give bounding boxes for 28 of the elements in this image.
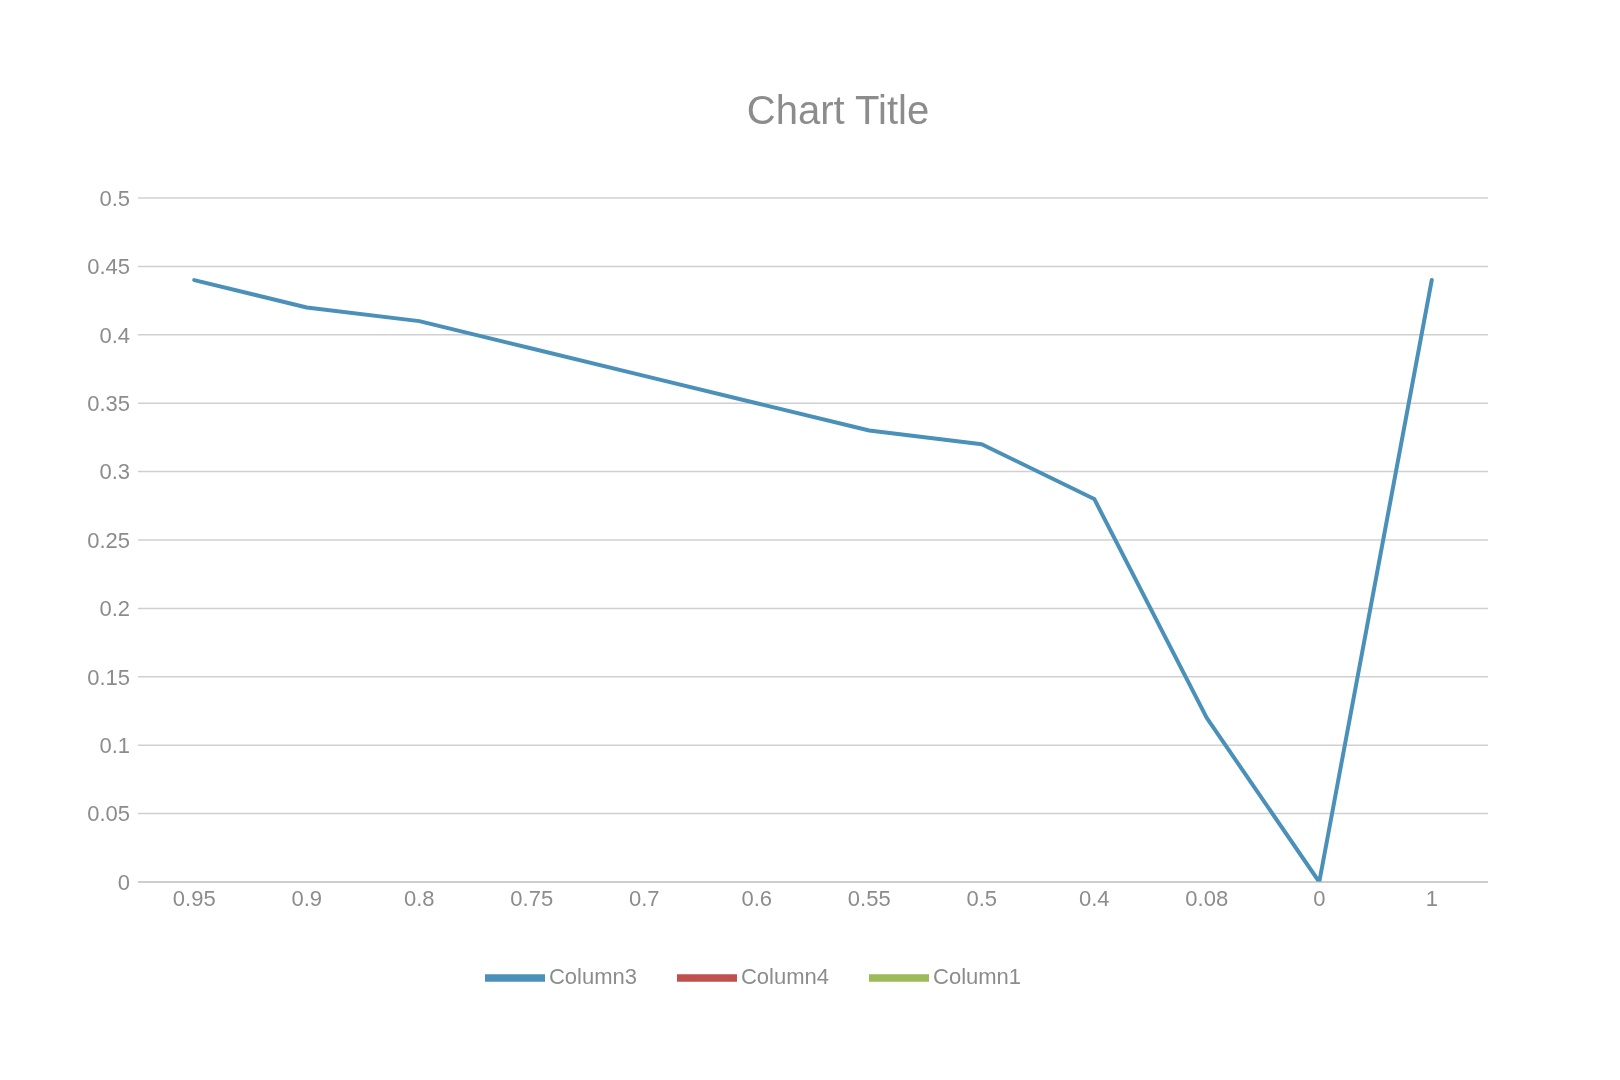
x-tick-label: 0.95 bbox=[172, 885, 216, 911]
x-tick-label: 0.08 bbox=[1185, 885, 1229, 911]
y-tick-label: 0.35 bbox=[87, 391, 130, 417]
chart-title: Chart Title bbox=[745, 87, 931, 134]
x-tick-label: 0.6 bbox=[741, 885, 773, 911]
legend-label: Column3 bbox=[548, 963, 637, 989]
y-tick-label: 0.15 bbox=[87, 664, 130, 690]
legend-label: Column4 bbox=[740, 963, 830, 989]
y-tick-label: 0.3 bbox=[99, 459, 130, 485]
x-tick-label: 0 bbox=[1313, 885, 1326, 911]
y-tick-label: 0.45 bbox=[87, 254, 130, 280]
y-tick-label: 0.05 bbox=[87, 801, 130, 827]
x-tick-label: 0.5 bbox=[966, 885, 998, 911]
y-tick-label: 0 bbox=[117, 869, 130, 895]
line-series bbox=[192, 278, 1434, 882]
y-tick-label: 0.25 bbox=[87, 527, 130, 553]
x-tick-label: 1 bbox=[1425, 885, 1438, 911]
legend-label: Column1 bbox=[933, 963, 1022, 989]
x-tick-label: 0.55 bbox=[847, 885, 891, 911]
y-tick-label: 0.4 bbox=[99, 322, 130, 348]
y-tick-label: 0.1 bbox=[99, 733, 130, 759]
y-tick-label: 0.5 bbox=[99, 185, 130, 211]
x-tick-label: 0.4 bbox=[1078, 885, 1110, 911]
x-tick-label: 0.8 bbox=[403, 885, 435, 911]
x-tick-label: 0.75 bbox=[510, 885, 554, 911]
x-tick-label: 0.9 bbox=[291, 885, 323, 911]
x-tick-label: 0.7 bbox=[628, 885, 660, 911]
y-tick-label: 0.2 bbox=[99, 596, 130, 622]
